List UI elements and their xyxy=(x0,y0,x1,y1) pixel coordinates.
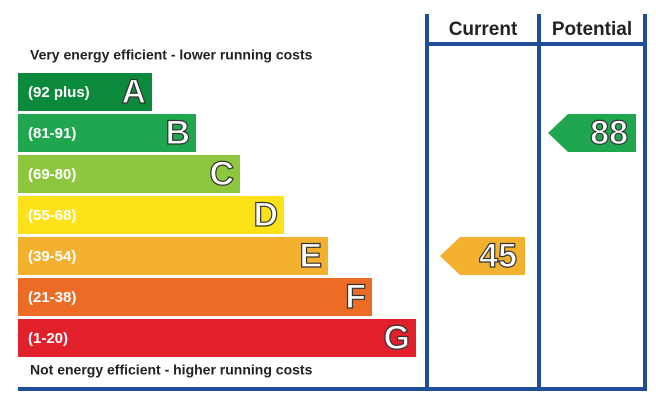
top-note: Very energy efficient - lower running co… xyxy=(30,47,313,63)
band-letter: D xyxy=(253,196,278,234)
band-range: (92 plus) xyxy=(28,84,90,101)
band-letter: E xyxy=(299,237,322,275)
band-range: (39-54) xyxy=(28,248,76,265)
band-range: (55-68) xyxy=(28,207,76,224)
band-range: (1-20) xyxy=(28,330,68,347)
band-bar xyxy=(18,196,284,234)
band-range: (69-80) xyxy=(28,166,76,183)
band-bar xyxy=(18,237,328,275)
rating-value: 45 xyxy=(479,237,517,275)
band-range: (81-91) xyxy=(28,125,76,142)
band-letter: F xyxy=(345,278,366,316)
band-bar xyxy=(18,114,196,152)
rating-value: 88 xyxy=(590,114,628,152)
band-bar xyxy=(18,319,416,357)
rating-arrow xyxy=(548,114,636,152)
rating-arrow xyxy=(440,237,525,275)
header-current: Current xyxy=(449,19,518,40)
band-bar xyxy=(18,278,372,316)
band-letter: G xyxy=(384,319,410,357)
band-letter: B xyxy=(165,114,190,152)
band-range: (21-38) xyxy=(28,289,76,306)
band-bar xyxy=(18,155,240,193)
header-potential: Potential xyxy=(552,19,632,40)
band-letter: A xyxy=(121,73,146,111)
band-letter: C xyxy=(209,155,234,193)
band-bar xyxy=(18,73,152,111)
bottom-note: Not energy efficient - higher running co… xyxy=(30,362,313,378)
